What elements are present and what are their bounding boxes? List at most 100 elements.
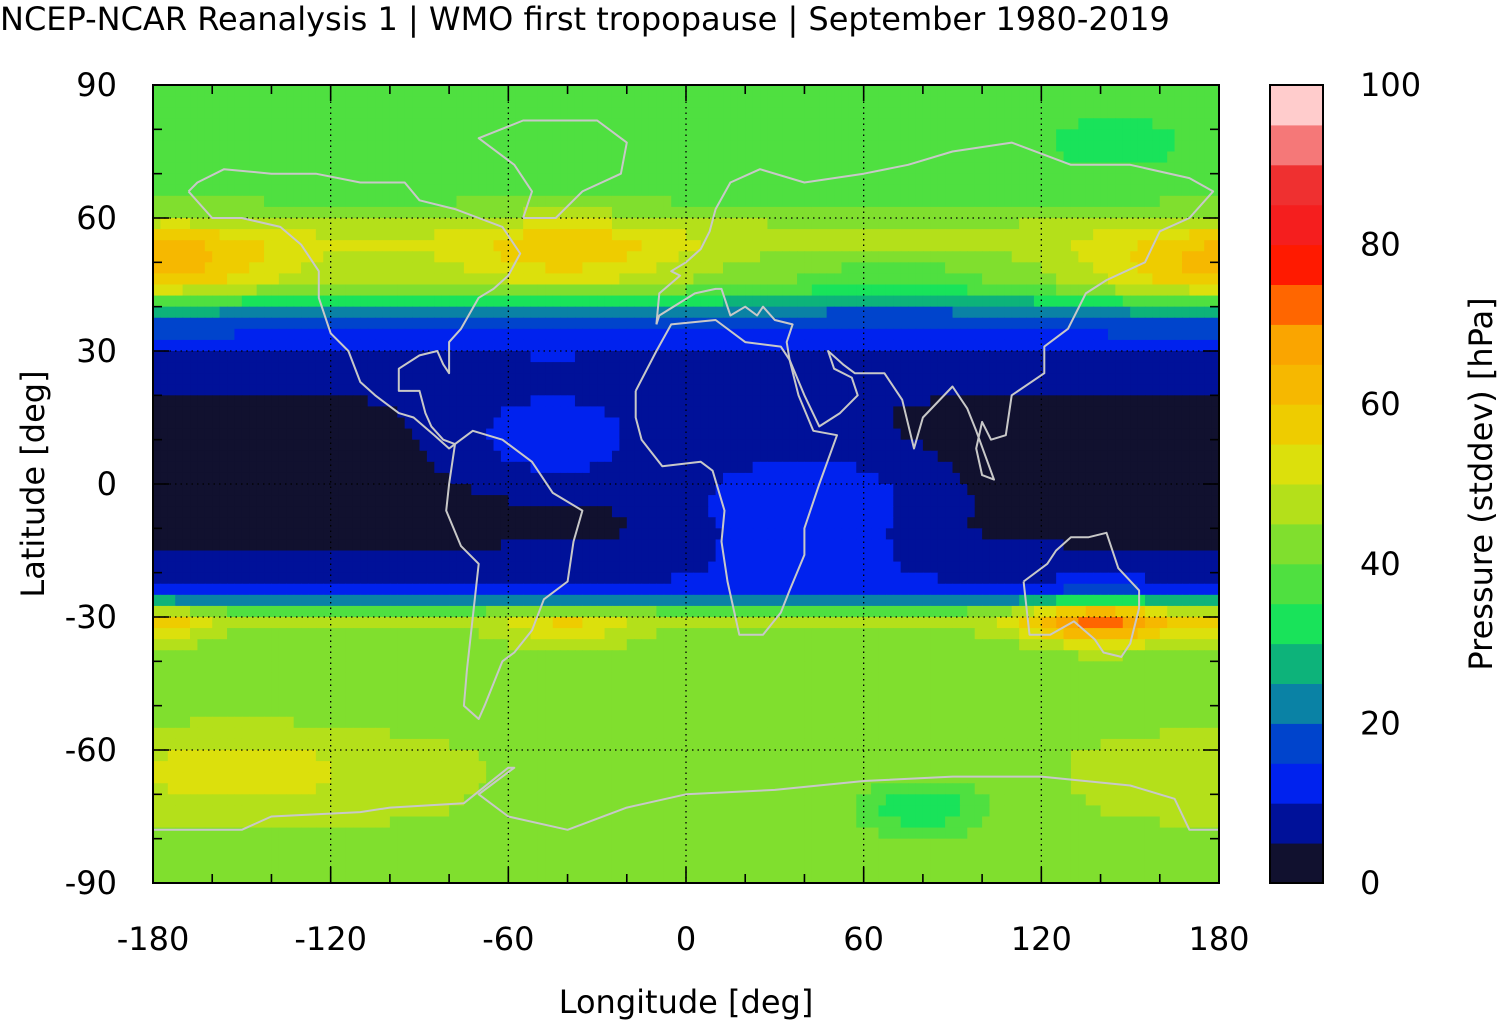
heatmap-cell: [1056, 118, 1065, 130]
heatmap-cell: [693, 151, 702, 164]
heatmap-cell: [197, 96, 206, 108]
heatmap-cell: [1011, 351, 1020, 363]
heatmap-cell: [863, 417, 872, 430]
heatmap-cell: [678, 395, 687, 408]
heatmap-cell: [1115, 295, 1124, 308]
heatmap-cell: [1026, 240, 1035, 252]
heatmap-cell: [952, 118, 961, 130]
heatmap-cell: [641, 317, 650, 330]
heatmap-cell: [352, 162, 361, 175]
heatmap-cell: [227, 240, 236, 252]
heatmap-cell: [301, 384, 310, 396]
heatmap-cell: [626, 439, 635, 452]
heatmap-cell: [915, 306, 924, 319]
heatmap-cell: [804, 351, 813, 363]
heatmap-cell: [760, 339, 769, 352]
heatmap-cell: [834, 284, 843, 297]
heatmap-cell: [308, 118, 317, 130]
heatmap-cell: [471, 317, 480, 330]
heatmap-cell: [397, 251, 406, 263]
heatmap-cell: [508, 129, 517, 142]
heatmap-cell: [212, 428, 221, 441]
heatmap-cell: [308, 461, 317, 474]
heatmap-cell: [308, 384, 317, 396]
heatmap-cell: [619, 417, 628, 430]
heatmap-cell: [1033, 140, 1042, 153]
heatmap-cell: [878, 295, 887, 308]
heatmap-cell: [745, 362, 754, 374]
heatmap-cell: [426, 395, 435, 408]
heatmap-cell: [967, 439, 976, 452]
heatmap-cell: [574, 96, 583, 108]
heatmap-cell: [626, 373, 635, 385]
heatmap-cell: [486, 395, 495, 408]
heatmap-cell: [723, 450, 732, 463]
heatmap-cell: [834, 406, 843, 419]
heatmap-cell: [160, 151, 169, 164]
heatmap-cell: [804, 107, 813, 119]
heatmap-cell: [182, 306, 191, 319]
heatmap-cell: [500, 328, 509, 341]
heatmap-cell: [301, 173, 310, 186]
heatmap-cell: [811, 118, 820, 130]
heatmap-cell: [426, 229, 435, 241]
heatmap-cell: [241, 384, 250, 396]
heatmap-cell: [315, 384, 324, 396]
heatmap-cell: [426, 439, 435, 452]
heatmap-cell: [597, 251, 606, 263]
heatmap-cell: [286, 306, 295, 319]
heatmap-cell: [597, 439, 606, 452]
heatmap-cell: [922, 173, 931, 186]
heatmap-cell: [952, 439, 961, 452]
heatmap-cell: [227, 184, 236, 197]
heatmap-cell: [1189, 284, 1198, 297]
heatmap-cell: [959, 284, 968, 297]
heatmap-cell: [434, 229, 443, 241]
heatmap-cell: [271, 384, 280, 396]
heatmap-cell: [1181, 206, 1190, 219]
heatmap-cell: [1115, 118, 1124, 130]
heatmap-cell: [811, 417, 820, 430]
heatmap-cell: [175, 406, 184, 419]
heatmap-cell: [686, 195, 694, 208]
heatmap-cell: [1174, 129, 1183, 142]
heatmap-cell: [922, 306, 931, 319]
heatmap-cell: [604, 461, 613, 474]
heatmap-cell: [989, 195, 998, 208]
heatmap-cell: [182, 417, 191, 430]
heatmap-cell: [804, 406, 813, 419]
heatmap-cell: [915, 406, 924, 419]
heatmap-cell: [567, 96, 576, 108]
heatmap-cell: [1085, 439, 1094, 452]
heatmap-cell: [848, 339, 857, 352]
heatmap-cell: [330, 428, 339, 441]
heatmap-cell: [826, 328, 835, 341]
heatmap-cell: [782, 417, 791, 430]
heatmap-cell: [160, 428, 169, 441]
heatmap-cell: [278, 317, 287, 330]
heatmap-cell: [1174, 195, 1183, 208]
heatmap-cell: [634, 384, 643, 396]
heatmap-cell: [1196, 85, 1205, 97]
heatmap-cell: [604, 273, 613, 286]
heatmap-cell: [330, 439, 339, 452]
heatmap-cell: [375, 428, 384, 441]
heatmap-cell: [545, 428, 554, 441]
heatmap-cell: [160, 184, 169, 197]
heatmap-cell: [1167, 96, 1176, 108]
heatmap-cell: [723, 306, 732, 319]
heatmap-cell: [848, 184, 857, 197]
heatmap-cell: [493, 306, 502, 319]
heatmap-cell: [1048, 162, 1057, 175]
heatmap-cell: [974, 406, 983, 419]
heatmap-cell: [1056, 184, 1065, 197]
heatmap-cell: [1204, 317, 1213, 330]
heatmap-cell: [1115, 96, 1124, 108]
heatmap-cell: [389, 306, 398, 319]
heatmap-cell: [212, 284, 221, 297]
heatmap-cell: [241, 118, 250, 130]
heatmap-cell: [619, 96, 628, 108]
heatmap-cell: [508, 384, 517, 396]
heatmap-cell: [153, 96, 161, 108]
heatmap-cell: [1063, 395, 1072, 408]
